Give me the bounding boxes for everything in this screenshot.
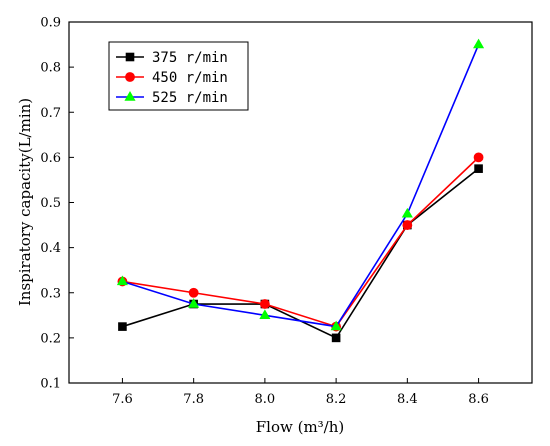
y-axis-title: Inspiratory capacity(L/min) bbox=[16, 98, 34, 306]
y-tick-label: 0.4 bbox=[40, 241, 61, 256]
series-line bbox=[122, 44, 480, 328]
data-point bbox=[188, 298, 200, 308]
x-tick-label: 8.4 bbox=[397, 392, 418, 407]
data-point bbox=[473, 38, 485, 49]
legend-label: 525 r/min bbox=[152, 90, 228, 106]
y-tick-label: 0.9 bbox=[40, 16, 61, 31]
y-tick-label: 0.1 bbox=[40, 377, 61, 392]
y-tick-label: 0.3 bbox=[40, 286, 61, 301]
y-tick-label: 0.8 bbox=[40, 61, 61, 76]
legend: 375 r/min 450 r/min 525 r/min bbox=[108, 41, 249, 111]
y-tick-label: 0.2 bbox=[40, 331, 61, 346]
y-tick-label: 0.6 bbox=[40, 151, 61, 166]
data-point bbox=[473, 152, 484, 163]
data-point bbox=[401, 207, 413, 218]
legend-marker bbox=[124, 91, 136, 101]
data-point bbox=[402, 220, 413, 230]
data-point bbox=[330, 320, 342, 331]
data-point bbox=[331, 333, 341, 343]
x-tick-label: 8.2 bbox=[326, 392, 347, 407]
axes: 7.6 7.8 8.0 8.2 8.4 8.6 0.1 0.2 0.3 0.4 0.5 0.6 0.7 0… bbox=[40, 16, 489, 408]
x-tick-label: 7.6 bbox=[112, 392, 133, 407]
legend-label: 375 r/min bbox=[152, 50, 228, 66]
x-tick-label: 7.8 bbox=[183, 392, 204, 407]
data-point bbox=[188, 287, 199, 298]
data-point bbox=[259, 299, 270, 309]
x-tick-label: 8.6 bbox=[468, 392, 489, 407]
y-tick-label: 0.7 bbox=[40, 106, 61, 121]
legend-marker bbox=[125, 72, 135, 82]
data-point bbox=[116, 275, 128, 286]
series-line bbox=[122, 156, 480, 328]
series-2 bbox=[116, 38, 485, 331]
y-tick-label: 0.5 bbox=[40, 196, 61, 211]
data-point bbox=[118, 322, 127, 331]
series-line bbox=[122, 168, 480, 339]
legend-marker bbox=[125, 52, 135, 62]
series-1 bbox=[117, 152, 484, 332]
x-axis-title: Flow (m³/h) bbox=[256, 418, 345, 436]
series-layer bbox=[116, 38, 485, 343]
data-point bbox=[474, 164, 483, 173]
legend-label: 450 r/min bbox=[152, 70, 228, 86]
data-point bbox=[259, 309, 271, 320]
x-tick-label: 8.0 bbox=[255, 392, 276, 407]
